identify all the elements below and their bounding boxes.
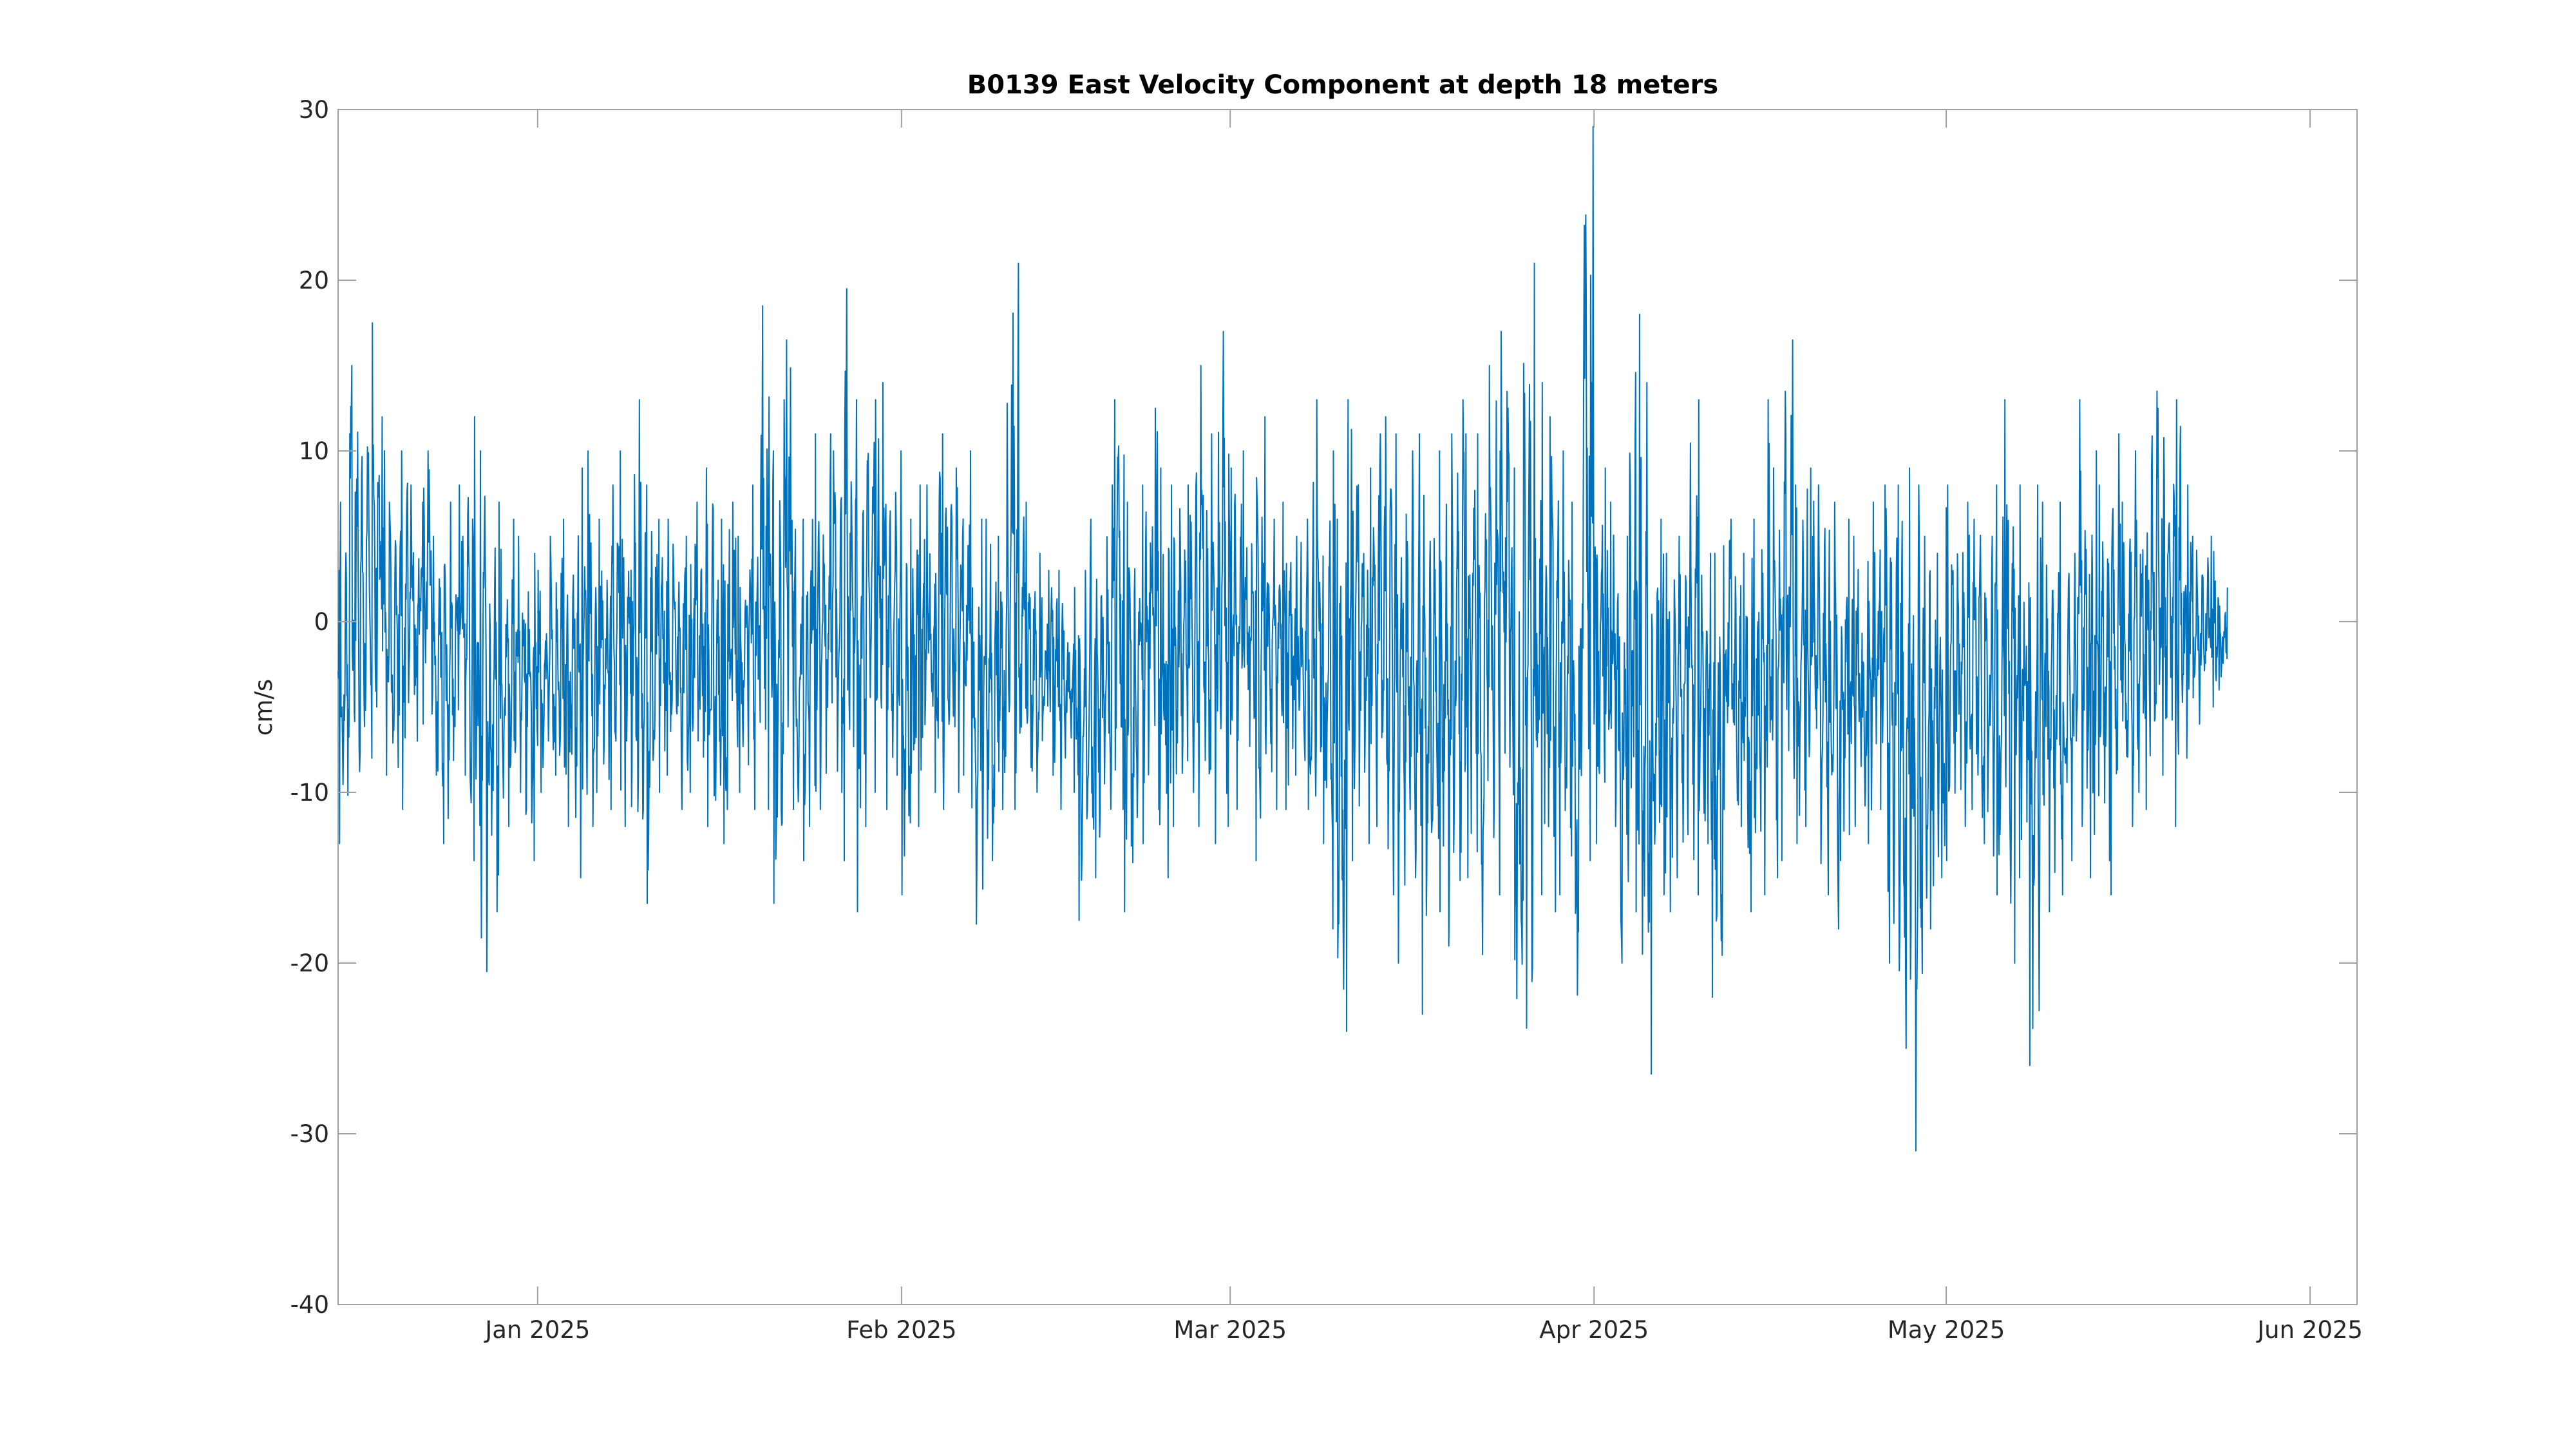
x-tick-label: Jun 2025 (2256, 1316, 2363, 1344)
series-line-east-velocity (337, 126, 2228, 1152)
x-tick-label: Apr 2025 (1539, 1316, 1649, 1344)
y-tick-label: -30 (290, 1120, 329, 1148)
y-tick-label: -40 (290, 1291, 329, 1319)
y-tick-label: 0 (314, 608, 329, 636)
y-tick-label: 30 (299, 96, 329, 124)
y-tick-label: -10 (290, 779, 329, 807)
x-tick-label: May 2025 (1888, 1316, 2005, 1344)
y-tick-label: -20 (290, 950, 329, 977)
y-tick-label: 10 (299, 437, 329, 465)
x-tick-label: Mar 2025 (1173, 1316, 1287, 1344)
y-axis-label: cm/s (250, 679, 278, 736)
x-tick-label: Feb 2025 (846, 1316, 956, 1344)
chart-title: B0139 East Velocity Component at depth 1… (967, 70, 1718, 100)
series-layer (337, 126, 2228, 1152)
tick-layer: -40 -30 -20 -10 0 10 20 30 Jan 2025 Feb 2025 Mar 2… (290, 96, 2363, 1344)
x-tick-label: Jan 2025 (484, 1316, 590, 1344)
y-tick-label: 20 (299, 267, 329, 294)
